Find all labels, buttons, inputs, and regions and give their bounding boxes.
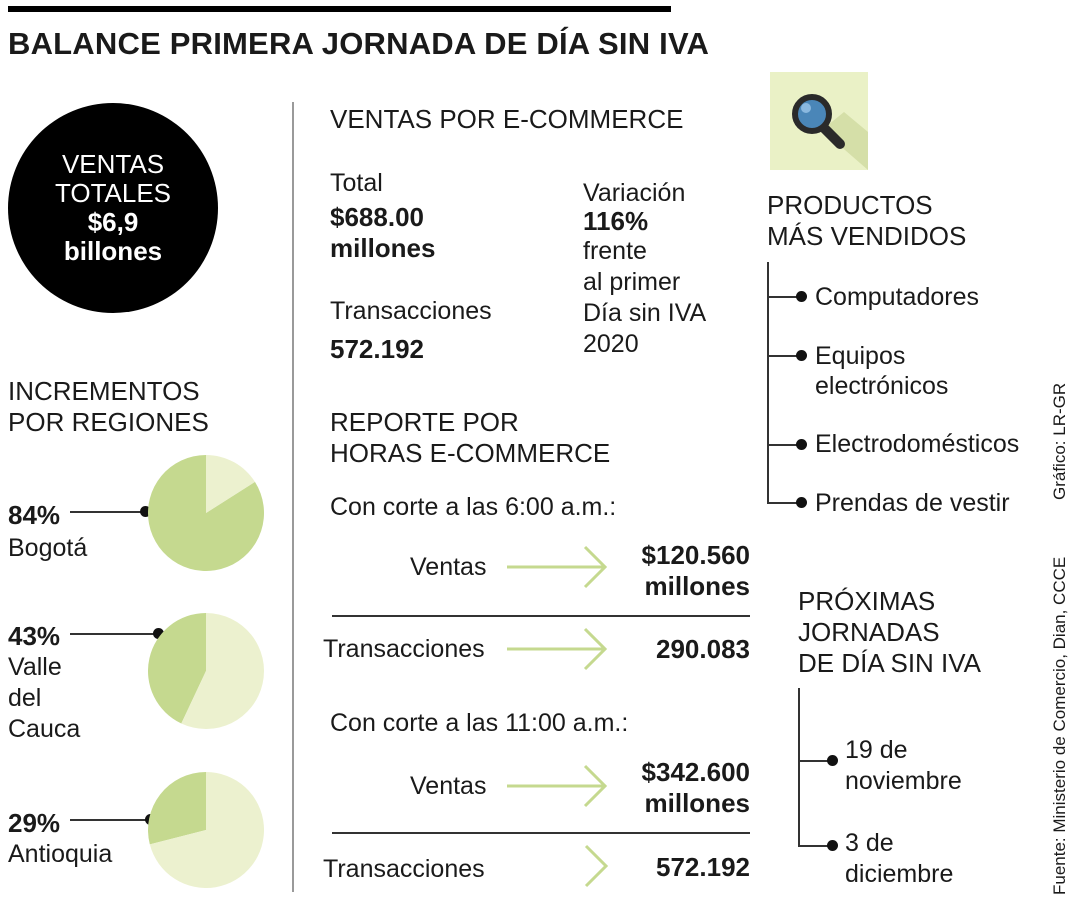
pie-slice-rest xyxy=(206,455,255,513)
region-leader-line xyxy=(70,819,150,821)
pie-chart-antioquia xyxy=(148,772,264,888)
bullet-dot xyxy=(827,840,838,851)
bullet-dot xyxy=(796,350,807,361)
column-divider xyxy=(292,102,294,892)
transactions-label: Transacciones xyxy=(330,297,492,325)
products-heading-1: PRODUCTOS xyxy=(767,190,933,220)
total-sales-amount: $6,9 xyxy=(87,207,139,237)
total-label: Total xyxy=(330,169,383,197)
transactions-value: 572.192 xyxy=(330,334,424,364)
total-sales-label-2: TOTALES xyxy=(54,178,172,208)
title-top-rule xyxy=(8,6,671,12)
bullet-dot xyxy=(796,439,807,450)
tree-branch xyxy=(767,444,801,446)
region-name-valle-3: Cauca xyxy=(8,715,81,743)
total-sales-circle: VENTAS TOTALES $6,9 billones xyxy=(8,103,218,313)
row-divider xyxy=(332,832,750,834)
product-item-cont: electrónicos xyxy=(815,372,949,400)
arrow-icon xyxy=(507,627,608,671)
products-heading-2: MÁS VENDIDOS xyxy=(767,221,967,251)
arrow-icon xyxy=(584,844,609,888)
dates-tree-line xyxy=(798,688,800,845)
row-divider xyxy=(332,615,750,617)
region-pct-valle: 43% xyxy=(8,621,61,651)
bullet-dot xyxy=(827,755,838,766)
pie-slice-rest xyxy=(149,772,264,888)
product-item: Computadores xyxy=(815,283,979,311)
magnifier-icon xyxy=(792,94,868,170)
upcoming-heading-1: PRÓXIMAS xyxy=(798,586,936,616)
date-month: diciembre xyxy=(845,860,954,888)
region-leader-line xyxy=(70,511,146,513)
pie-chart-bogota xyxy=(148,455,264,571)
pie-chart-valle-del-cauca xyxy=(148,613,264,729)
tree-branch xyxy=(767,296,801,298)
transactions-value: 290.083 xyxy=(656,634,750,664)
products-tree-line xyxy=(767,262,769,503)
tree-branch xyxy=(798,760,832,762)
product-item: Electrodomésticos xyxy=(815,430,1020,458)
region-name-bogota: Bogotá xyxy=(8,534,88,562)
region-pct-antioquia: 29% xyxy=(8,808,61,838)
product-item: Equipos xyxy=(815,342,906,370)
region-name-antioquia: Antioquia xyxy=(8,840,113,868)
sales-value-amount: $342.600 xyxy=(641,757,750,787)
bullet-dot xyxy=(796,291,807,302)
variation-text-2: al primer xyxy=(583,268,681,296)
transactions-value: 572.192 xyxy=(656,852,750,882)
sales-value-unit: millones xyxy=(644,788,750,818)
region-name-valle-1: Valle xyxy=(8,653,62,681)
hourly-heading-1: REPORTE POR xyxy=(330,407,519,437)
sales-label: Ventas xyxy=(410,772,487,800)
arrow-icon xyxy=(507,764,608,808)
infographic-title: BALANCE PRIMERA JORNADA DE DÍA SIN IVA xyxy=(8,26,710,61)
regions-heading-1: INCREMENTOS xyxy=(8,376,200,406)
pie-slice-rest xyxy=(181,613,264,729)
pie-slice-increment xyxy=(148,613,206,724)
total-value-amount: $688.00 xyxy=(330,202,424,232)
tree-branch xyxy=(798,845,832,847)
pie-slice-increment xyxy=(148,772,206,845)
variation-text-1: frente xyxy=(583,237,647,265)
total-sales-unit: billones xyxy=(63,236,163,266)
variation-text-4: 2020 xyxy=(583,330,639,358)
transactions-label: Transacciones xyxy=(323,635,485,663)
variation-value: 116% xyxy=(583,206,649,236)
region-pct-bogota: 84% xyxy=(8,500,61,530)
hourly-heading-2: HORAS E-COMMERCE xyxy=(330,438,611,468)
total-value-unit: millones xyxy=(330,233,436,263)
variation-text-3: Día sin IVA xyxy=(583,299,707,327)
upcoming-heading-2: JORNADAS xyxy=(798,617,940,647)
transactions-label: Transacciones xyxy=(323,855,485,883)
sales-value-unit: millones xyxy=(644,571,750,601)
graphic-credit: Gráfico: LR-GR xyxy=(1050,382,1069,500)
product-item: Prendas de vestir xyxy=(815,489,1010,517)
region-name-valle-2: del xyxy=(8,684,42,712)
total-sales-label-1: VENTAS xyxy=(61,149,165,179)
tree-branch xyxy=(767,355,801,357)
variation-label: Variación xyxy=(583,179,686,207)
bullet-dot xyxy=(796,497,807,508)
pie-slice-increment xyxy=(148,455,264,571)
ecommerce-heading: VENTAS POR E-COMMERCE xyxy=(330,104,684,134)
cutoff-label: Con corte a las 11:00 a.m.: xyxy=(330,709,629,737)
sales-label: Ventas xyxy=(410,553,487,581)
region-leader-dot xyxy=(153,628,164,639)
cutoff-label: Con corte a las 6:00 a.m.: xyxy=(330,493,617,521)
arrow-icon xyxy=(507,545,608,589)
sales-value-amount: $120.560 xyxy=(641,540,750,570)
upcoming-heading-3: DE DÍA SIN IVA xyxy=(798,648,982,678)
date-day: 19 de xyxy=(845,736,908,764)
tree-branch xyxy=(767,502,801,504)
regions-heading-2: POR REGIONES xyxy=(8,407,209,437)
region-leader-dot xyxy=(140,506,151,517)
date-month: noviembre xyxy=(845,767,962,795)
date-day: 3 de xyxy=(845,829,894,857)
search-tile xyxy=(770,72,868,170)
source-note: Fuente: Ministerio de Comercio, Dian, CC… xyxy=(1050,556,1069,895)
region-leader-line xyxy=(70,633,158,635)
